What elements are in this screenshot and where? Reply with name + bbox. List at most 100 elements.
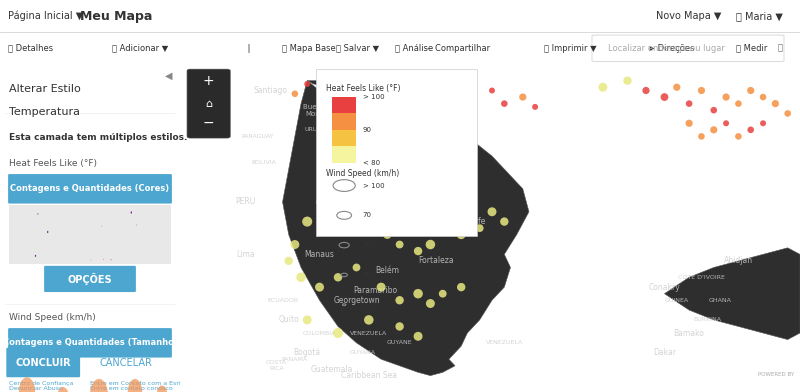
- Point: [449, 94, 462, 100]
- Point: [769, 100, 782, 107]
- Text: Alterar Estilo: Alterar Estilo: [9, 84, 81, 94]
- Text: < 80: < 80: [362, 160, 380, 165]
- Text: 📏 Medir: 📏 Medir: [736, 44, 767, 53]
- Circle shape: [35, 255, 36, 257]
- Point: [486, 209, 498, 215]
- Point: [331, 209, 344, 215]
- Point: [313, 199, 326, 205]
- Point: [289, 91, 302, 97]
- Point: [486, 87, 498, 94]
- Point: [658, 94, 671, 100]
- Text: BURKINA: BURKINA: [694, 318, 722, 322]
- Point: [682, 120, 695, 126]
- Text: CANCELAR: CANCELAR: [99, 358, 153, 368]
- FancyBboxPatch shape: [9, 205, 171, 264]
- Point: [331, 330, 344, 336]
- Point: [454, 192, 467, 198]
- Point: [301, 317, 314, 323]
- Point: [436, 225, 449, 231]
- Polygon shape: [665, 248, 800, 339]
- Text: VENEZUELA: VENEZUELA: [350, 330, 387, 336]
- Text: PARAGUAY: PARAGUAY: [242, 134, 274, 139]
- Point: [374, 172, 387, 179]
- Point: [436, 290, 449, 297]
- Text: −: −: [203, 116, 214, 130]
- Text: ⋯ Compartilhar: ⋯ Compartilhar: [424, 44, 490, 53]
- Point: [474, 225, 486, 231]
- FancyBboxPatch shape: [592, 35, 784, 62]
- Text: 👤 Maria ▼: 👤 Maria ▼: [736, 11, 783, 21]
- Point: [757, 120, 770, 126]
- Text: Fortaleza: Fortaleza: [418, 256, 454, 265]
- Point: [374, 114, 387, 120]
- Point: [394, 323, 406, 330]
- Point: [338, 100, 350, 107]
- Text: Dakar: Dakar: [653, 348, 676, 357]
- Point: [732, 133, 745, 140]
- Circle shape: [90, 379, 108, 392]
- Point: [412, 248, 425, 254]
- FancyBboxPatch shape: [9, 359, 171, 392]
- Text: Buenos Aires
Montevideo: Buenos Aires Montevideo: [303, 103, 349, 117]
- Point: [350, 225, 363, 231]
- Point: [350, 107, 363, 113]
- Text: ➕ Adicionar ▼: ➕ Adicionar ▼: [112, 44, 168, 53]
- Text: Paramaribo: Paramaribo: [353, 286, 397, 295]
- Text: BOLIVIA: BOLIVIA: [252, 160, 277, 165]
- Text: PANAMA: PANAMA: [282, 357, 308, 362]
- Text: > 100: > 100: [362, 94, 384, 100]
- Point: [362, 218, 375, 225]
- Text: 70: 70: [362, 212, 372, 218]
- Circle shape: [57, 387, 70, 392]
- Point: [282, 258, 295, 264]
- Text: Georgetown: Georgetown: [333, 296, 380, 305]
- Text: Wind Speed (km/h): Wind Speed (km/h): [326, 169, 399, 178]
- Text: Entre em Contato com a Esri: Entre em Contato com a Esri: [90, 381, 181, 386]
- Text: URUGUAY: URUGUAY: [304, 127, 334, 132]
- Point: [498, 100, 510, 107]
- Point: [517, 94, 530, 100]
- Text: esri: esri: [767, 376, 794, 389]
- Text: Rio de
Janeiro: Rio de Janeiro: [407, 124, 429, 135]
- Point: [707, 127, 720, 133]
- Point: [350, 264, 363, 270]
- Text: Manaus: Manaus: [305, 250, 334, 259]
- Point: [436, 107, 449, 113]
- Text: COLOMBIA: COLOMBIA: [303, 330, 336, 336]
- Point: [412, 100, 425, 107]
- Circle shape: [128, 379, 142, 392]
- Point: [498, 218, 510, 225]
- Circle shape: [19, 377, 35, 392]
- Text: 🖨 Imprimir ▼: 🖨 Imprimir ▼: [544, 44, 597, 53]
- Bar: [332, 130, 357, 146]
- Text: Guatemala: Guatemala: [310, 365, 353, 374]
- Point: [442, 186, 455, 192]
- Point: [621, 78, 634, 84]
- Text: Caribbean Sea: Caribbean Sea: [341, 371, 397, 380]
- Text: Porto Alegre: Porto Alegre: [376, 99, 423, 108]
- Text: Heat Feels Like (°F): Heat Feels Like (°F): [9, 159, 97, 168]
- Text: ➤ Direções: ➤ Direções: [648, 44, 694, 53]
- Text: CÔTE D'IVOIRE: CÔTE D'IVOIRE: [678, 275, 725, 280]
- Text: VENEZUELA: VENEZUELA: [486, 340, 523, 345]
- Point: [682, 100, 695, 107]
- Point: [313, 87, 326, 94]
- Point: [326, 94, 338, 100]
- FancyBboxPatch shape: [44, 266, 136, 292]
- Text: Página Inicial ▼: Página Inicial ▼: [8, 11, 83, 21]
- Text: Meu Mapa: Meu Mapa: [80, 9, 152, 23]
- Text: Recife: Recife: [462, 217, 486, 226]
- Text: CONCLUIR: CONCLUIR: [15, 358, 71, 368]
- Text: Wind Speed (km/h): Wind Speed (km/h): [9, 313, 96, 322]
- Text: +: +: [203, 74, 214, 88]
- Point: [412, 192, 425, 198]
- Text: 20: 20: [362, 272, 371, 278]
- Point: [289, 241, 302, 248]
- Text: 💾 Salvar ▼: 💾 Salvar ▼: [336, 44, 379, 53]
- Point: [782, 110, 794, 116]
- Point: [757, 94, 770, 100]
- Text: Salvador: Salvador: [438, 181, 472, 190]
- Point: [640, 87, 653, 94]
- Point: [424, 241, 437, 248]
- Text: Brasília: Brasília: [348, 184, 377, 193]
